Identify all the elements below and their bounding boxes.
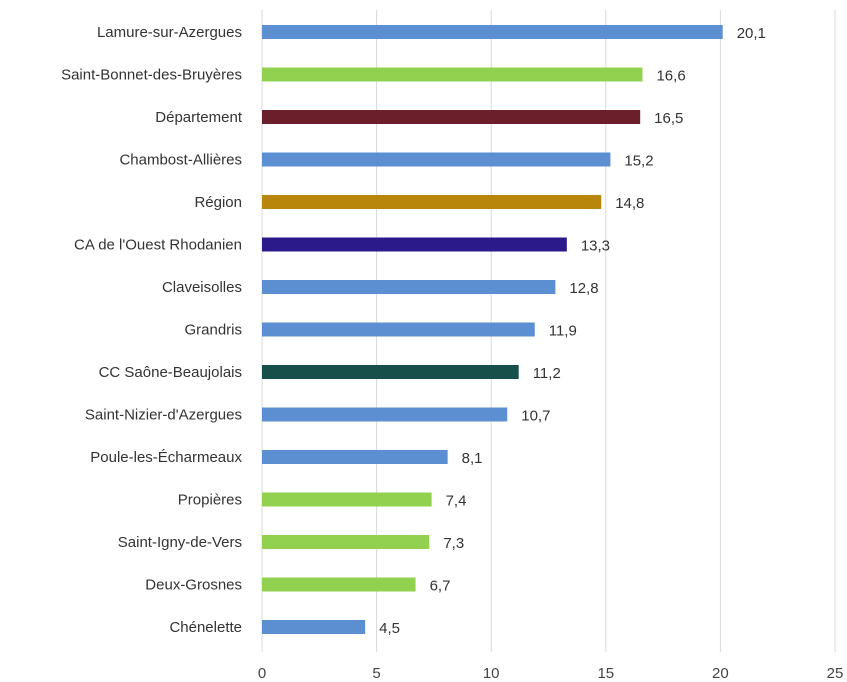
x-tick-label: 10	[483, 665, 500, 682]
category-label: Propières	[178, 492, 242, 509]
x-axis-tick-labels: 0 5 10 15 20 25	[258, 665, 844, 682]
bar	[262, 280, 556, 294]
bar	[262, 67, 643, 82]
x-tick-label: 5	[372, 665, 380, 682]
bar	[262, 620, 366, 634]
data-label: 16,5	[654, 110, 683, 127]
category-label: Grandris	[184, 322, 242, 339]
bar	[262, 535, 430, 549]
bar	[262, 237, 567, 252]
category-label: Poule-les-Écharmeaux	[90, 449, 242, 466]
data-label: 4,5	[379, 620, 400, 637]
bar	[262, 25, 723, 39]
category-label: Chambost-Allières	[119, 152, 242, 169]
data-label: 15,2	[624, 153, 653, 170]
bar	[262, 110, 641, 124]
data-label: 11,2	[533, 365, 561, 382]
data-label: 12,8	[569, 280, 598, 297]
data-label: 7,4	[446, 493, 467, 510]
bar	[262, 450, 448, 464]
x-tick-label: 0	[258, 665, 266, 682]
category-label: CC Saône-Beaujolais	[99, 364, 242, 381]
bar	[262, 407, 508, 422]
category-label: Saint-Bonnet-des-Bruyères	[61, 67, 242, 84]
category-label: Claveisolles	[162, 279, 242, 296]
data-label: 16,6	[656, 68, 685, 85]
category-label: Lamure-sur-Azergues	[97, 24, 242, 41]
category-labels: Lamure-sur-Azergues Saint-Bonnet-des-Bruy…	[61, 24, 243, 636]
data-label: 20,1	[737, 25, 766, 42]
bar	[262, 152, 611, 167]
data-label: 13,3	[581, 238, 610, 255]
bars	[262, 25, 723, 634]
bar	[262, 322, 535, 337]
category-label: Département	[155, 109, 243, 126]
category-label: Région	[194, 194, 242, 211]
data-label: 11,9	[549, 323, 577, 340]
bar	[262, 577, 416, 592]
bar	[262, 492, 432, 507]
x-tick-label: 20	[712, 665, 729, 682]
data-label: 10,7	[521, 408, 550, 425]
x-tick-label: 25	[827, 665, 844, 682]
data-label: 6,7	[430, 578, 451, 595]
data-label: 8,1	[462, 450, 483, 467]
bar	[262, 195, 602, 209]
bar	[262, 365, 519, 379]
data-label: 14,8	[615, 195, 644, 212]
data-label: 7,3	[443, 535, 464, 552]
category-label: Saint-Igny-de-Vers	[118, 534, 242, 551]
category-label: CA de l'Ouest Rhodanien	[74, 237, 242, 254]
category-label: Deux-Grosnes	[145, 577, 242, 594]
value-labels: 20,1 16,6 16,5 15,2 14,8 13,3 12,8 11,9 11,2 10,7…	[379, 25, 766, 637]
x-tick-label: 15	[597, 665, 614, 682]
category-label: Saint-Nizier-d'Azergues	[85, 407, 242, 424]
category-label: Chénelette	[169, 619, 242, 636]
